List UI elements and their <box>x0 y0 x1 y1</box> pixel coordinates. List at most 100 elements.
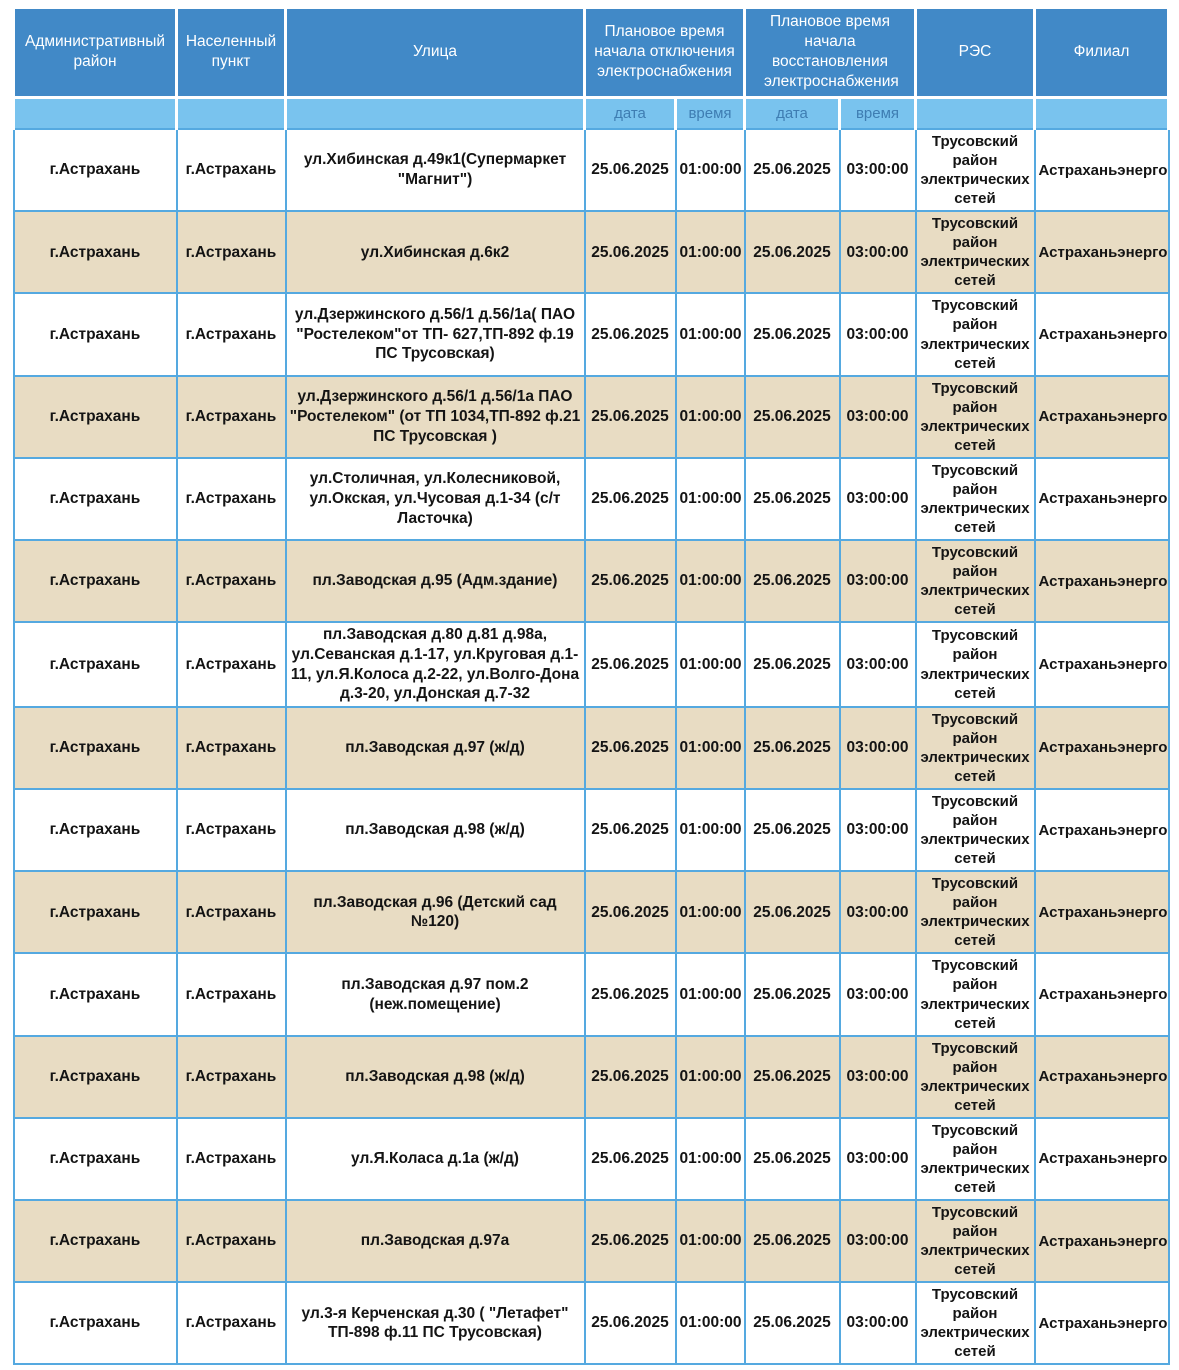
cell-street: пл.Заводская д.80 д.81 д.98а, ул.Севанск… <box>284 621 586 708</box>
table-row: г.Астрахань г.Астрахань пл.Заводская д.8… <box>12 621 1170 708</box>
cell-settlement: г.Астрахань <box>175 952 287 1037</box>
cell-restore-date: 25.06.2025 <box>743 1198 841 1284</box>
cell-street: пл.Заводская д.98 (ж/д) <box>284 1034 586 1119</box>
cell-res: Трусовский район электрических сетей <box>914 1281 1036 1366</box>
cell-admin-district: г.Астрахань <box>12 292 178 377</box>
subheader-outage-date: дата <box>583 95 677 131</box>
cell-outage-date: 25.06.2025 <box>583 705 677 791</box>
cell-restore-date: 25.06.2025 <box>743 456 841 542</box>
subheader-restore-date: дата <box>743 95 841 131</box>
col-header-res: РЭС <box>914 6 1036 99</box>
cell-res: Трусовский район электрических сетей <box>914 788 1036 873</box>
cell-branch: Астраханьэнерго <box>1033 374 1170 459</box>
cell-restore-date: 25.06.2025 <box>743 128 841 213</box>
cell-outage-time: 01:00:00 <box>674 292 746 377</box>
col-header-street: Улица <box>284 6 586 99</box>
table-row: г.Астрахань г.Астрахань пл.Заводская д.9… <box>12 788 1170 873</box>
table-row: г.Астрахань г.Астрахань пл.Заводская д.9… <box>12 1034 1170 1119</box>
cell-settlement: г.Астрахань <box>175 1281 287 1366</box>
cell-settlement: г.Астрахань <box>175 621 287 708</box>
subheader-empty-res <box>914 95 1036 131</box>
table-row: г.Астрахань г.Астрахань пл.Заводская д.9… <box>12 870 1170 955</box>
cell-res: Трусовский район электрических сетей <box>914 128 1036 213</box>
cell-restore-time: 03:00:00 <box>838 621 917 708</box>
cell-restore-time: 03:00:00 <box>838 952 917 1037</box>
cell-restore-date: 25.06.2025 <box>743 621 841 708</box>
table-row: г.Астрахань г.Астрахань ул.Я.Коласа д.1а… <box>12 1116 1170 1202</box>
cell-outage-time: 01:00:00 <box>674 1116 746 1202</box>
cell-restore-date: 25.06.2025 <box>743 538 841 624</box>
cell-admin-district: г.Астрахань <box>12 621 178 708</box>
cell-street: ул.3-я Керченская д.30 ( "Летафет" ТП-89… <box>284 1281 586 1366</box>
cell-branch: Астраханьэнерго <box>1033 705 1170 791</box>
cell-settlement: г.Астрахань <box>175 788 287 873</box>
cell-branch: Астраханьэнерго <box>1033 1198 1170 1284</box>
cell-outage-date: 25.06.2025 <box>583 456 677 542</box>
cell-outage-date: 25.06.2025 <box>583 788 677 873</box>
cell-res: Трусовский район электрических сетей <box>914 292 1036 377</box>
table-header: Административный район Населенный пункт … <box>12 6 1170 131</box>
cell-outage-date: 25.06.2025 <box>583 210 677 295</box>
cell-outage-date: 25.06.2025 <box>583 1034 677 1119</box>
cell-outage-time: 01:00:00 <box>674 952 746 1037</box>
cell-street: ул.Столичная, ул.Колесниковой, ул.Окская… <box>284 456 586 542</box>
cell-restore-date: 25.06.2025 <box>743 870 841 955</box>
header-row-sub: дата время дата время <box>12 95 1170 131</box>
cell-branch: Астраханьэнерго <box>1033 210 1170 295</box>
cell-admin-district: г.Астрахань <box>12 952 178 1037</box>
cell-branch: Астраханьэнерго <box>1033 456 1170 542</box>
cell-branch: Астраханьэнерго <box>1033 292 1170 377</box>
cell-restore-date: 25.06.2025 <box>743 1281 841 1366</box>
cell-outage-time: 01:00:00 <box>674 705 746 791</box>
cell-admin-district: г.Астрахань <box>12 1116 178 1202</box>
cell-res: Трусовский район электрических сетей <box>914 705 1036 791</box>
cell-outage-time: 01:00:00 <box>674 1281 746 1366</box>
subheader-empty-settlement <box>175 95 287 131</box>
cell-restore-date: 25.06.2025 <box>743 705 841 791</box>
col-header-outage-time: Плановое время начала отключения электро… <box>583 6 746 99</box>
cell-outage-date: 25.06.2025 <box>583 870 677 955</box>
cell-restore-date: 25.06.2025 <box>743 374 841 459</box>
cell-settlement: г.Астрахань <box>175 870 287 955</box>
cell-res: Трусовский район электрических сетей <box>914 1116 1036 1202</box>
cell-outage-time: 01:00:00 <box>674 621 746 708</box>
cell-branch: Астраханьэнерго <box>1033 870 1170 955</box>
table-row: г.Астрахань г.Астрахань ул.Дзержинского … <box>12 292 1170 377</box>
cell-admin-district: г.Астрахань <box>12 1198 178 1284</box>
cell-restore-date: 25.06.2025 <box>743 1034 841 1119</box>
cell-outage-time: 01:00:00 <box>674 1034 746 1119</box>
cell-admin-district: г.Астрахань <box>12 870 178 955</box>
cell-settlement: г.Астрахань <box>175 210 287 295</box>
cell-outage-date: 25.06.2025 <box>583 128 677 213</box>
cell-outage-time: 01:00:00 <box>674 538 746 624</box>
cell-res: Трусовский район электрических сетей <box>914 621 1036 708</box>
cell-outage-time: 01:00:00 <box>674 870 746 955</box>
cell-settlement: г.Астрахань <box>175 292 287 377</box>
col-header-settlement: Населенный пункт <box>175 6 287 99</box>
col-header-restore-time-label: Плановое время начала восстановления эле… <box>764 13 899 91</box>
cell-restore-time: 03:00:00 <box>838 292 917 377</box>
cell-outage-time: 01:00:00 <box>674 788 746 873</box>
table-row: г.Астрахань г.Астрахань пл.Заводская д.9… <box>12 952 1170 1037</box>
table-row: г.Астрахань г.Астрахань ул.Дзержинского … <box>12 374 1170 459</box>
cell-admin-district: г.Астрахань <box>12 456 178 542</box>
cell-street: пл.Заводская д.98 (ж/д) <box>284 788 586 873</box>
cell-outage-time: 01:00:00 <box>674 456 746 542</box>
cell-branch: Астраханьэнерго <box>1033 1281 1170 1366</box>
cell-branch: Астраханьэнерго <box>1033 538 1170 624</box>
cell-outage-date: 25.06.2025 <box>583 1116 677 1202</box>
cell-res: Трусовский район электрических сетей <box>914 374 1036 459</box>
cell-settlement: г.Астрахань <box>175 1116 287 1202</box>
cell-street: ул.Я.Коласа д.1а (ж/д) <box>284 1116 586 1202</box>
col-header-outage-time-label: Плановое время начала отключения электро… <box>594 23 735 81</box>
table-row: г.Астрахань г.Астрахань ул.Хибинская д.6… <box>12 210 1170 295</box>
cell-street: пл.Заводская д.97а <box>284 1198 586 1284</box>
cell-branch: Астраханьэнерго <box>1033 952 1170 1037</box>
cell-admin-district: г.Астрахань <box>12 788 178 873</box>
cell-settlement: г.Астрахань <box>175 705 287 791</box>
col-header-branch: Филиал <box>1033 6 1170 99</box>
cell-admin-district: г.Астрахань <box>12 374 178 459</box>
cell-restore-time: 03:00:00 <box>838 538 917 624</box>
cell-restore-date: 25.06.2025 <box>743 952 841 1037</box>
cell-restore-time: 03:00:00 <box>838 705 917 791</box>
